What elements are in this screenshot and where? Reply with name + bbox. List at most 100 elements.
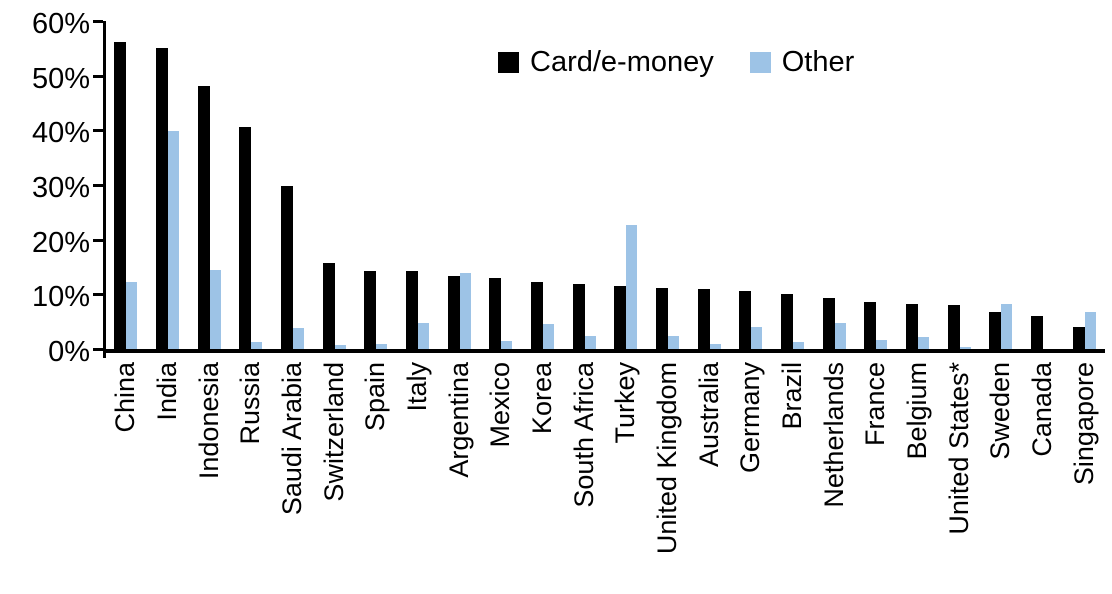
x-tick-label: Korea — [526, 362, 557, 435]
x-tick-label: Singapore — [1068, 362, 1099, 486]
legend-swatch-card-emoney — [498, 52, 519, 73]
bar-other — [251, 342, 263, 349]
bar-other — [376, 343, 388, 349]
bar-other — [501, 341, 513, 349]
y-tick-mark — [93, 20, 103, 23]
bar-card-emoney — [156, 48, 168, 349]
bar-card-emoney — [656, 287, 668, 349]
bar-card-emoney — [947, 305, 960, 349]
y-tick-mark — [93, 293, 103, 297]
bar-card-emoney — [697, 289, 710, 349]
bar-card-emoney — [406, 271, 418, 349]
bar-other — [459, 273, 471, 349]
y-tick-mark — [93, 238, 103, 242]
y-tick-label: 20% — [31, 226, 90, 259]
bar-card-emoney — [906, 304, 918, 349]
bar-card-emoney — [781, 294, 793, 349]
x-tick-label-cell: Canada — [1022, 362, 1064, 594]
x-tick-label: Belgium — [901, 362, 932, 460]
bar-other — [1001, 303, 1013, 349]
legend-label-other: Other — [781, 46, 855, 78]
bar-other — [709, 343, 721, 349]
y-tick-label: 30% — [31, 172, 90, 204]
x-tick-label-cell: United States* — [938, 362, 980, 594]
bar-other — [168, 131, 179, 349]
y-tick-label: 50% — [31, 62, 90, 95]
bar-other — [293, 327, 304, 349]
x-tick-label-cell: Indonesia — [188, 362, 230, 594]
x-tick-label-cell: Mexico — [480, 362, 522, 594]
x-tick-label: Sweden — [985, 362, 1016, 460]
bar-other — [918, 336, 929, 349]
bar-card-emoney — [322, 263, 335, 349]
x-tick-label-cell: Netherlands — [813, 362, 855, 594]
x-tick-label-cell: Belgium — [897, 362, 939, 594]
x-tick-label-cell: Russia — [230, 362, 272, 594]
bar-card-emoney — [531, 281, 543, 349]
bar-card-emoney — [197, 85, 210, 349]
x-tick-label: United Kingdom — [651, 362, 682, 555]
bar-other — [418, 323, 429, 349]
bar-other — [543, 323, 554, 349]
y-tick-mark — [93, 129, 103, 133]
bar-other — [668, 335, 679, 349]
x-tick-label: Netherlands — [818, 362, 849, 508]
x-tick-label: France — [860, 362, 891, 447]
x-tick-label: Indonesia — [193, 362, 224, 480]
bar-card-emoney — [822, 298, 835, 349]
y-tick-mark — [93, 74, 103, 78]
x-tick-label: Argentina — [443, 362, 474, 478]
bar-card-emoney — [1072, 327, 1085, 349]
y-tick-label: 0% — [48, 336, 90, 368]
y-tick-mark — [93, 184, 103, 187]
x-tick-label: South Africa — [568, 362, 599, 508]
bar-other — [209, 269, 221, 349]
bar-card-emoney — [572, 284, 585, 349]
bar-card-emoney — [864, 301, 877, 349]
x-tick-label-cell: Argentina — [438, 362, 480, 594]
x-tick-label: Germany — [735, 362, 766, 474]
x-tick-label: Turkey — [610, 362, 641, 444]
bar-other — [793, 341, 804, 349]
x-tick-label-cell: Saudi Arabia — [272, 362, 314, 594]
bar-other — [334, 344, 346, 349]
bar-other — [876, 340, 888, 349]
x-tick-label: Russia — [235, 362, 266, 445]
legend-label-card-emoney: Card/e-money — [530, 46, 714, 78]
y-axis-line — [103, 21, 106, 358]
x-tick-label-cell: China — [105, 362, 147, 594]
y-tick-mark — [93, 348, 103, 351]
x-tick-label: China — [110, 362, 141, 433]
bar-card-emoney — [989, 312, 1002, 349]
x-tick-label-cell: Sweden — [980, 362, 1022, 594]
y-tick-label: 10% — [31, 281, 90, 314]
legend-item-other: Other — [749, 46, 855, 79]
legend-swatch-other — [749, 52, 771, 73]
bar-other — [959, 347, 971, 349]
x-tick-label-cell: Turkey — [605, 362, 647, 594]
x-tick-label: Saudi Arabia — [276, 362, 307, 516]
bar-card-emoney — [614, 285, 627, 349]
legend: Card/e-money Other — [498, 46, 854, 79]
x-tick-label-cell: South Africa — [563, 362, 605, 594]
x-tick-label: India — [151, 362, 182, 421]
x-tick-label: Mexico — [485, 362, 516, 448]
x-tick-label-cell: Singapore — [1063, 362, 1105, 594]
bar-card-emoney — [447, 275, 460, 349]
bar-card-emoney — [281, 185, 293, 349]
x-tick-label: Italy — [401, 362, 432, 412]
bar-card-emoney — [364, 270, 377, 349]
x-tick-label-cell: France — [855, 362, 897, 594]
bar-other — [126, 281, 138, 349]
x-tick-label-cell: Korea — [522, 362, 564, 594]
x-tick-label: Spain — [360, 362, 391, 432]
x-axis-line — [103, 349, 1105, 353]
bar-card-emoney — [1031, 315, 1043, 349]
bar-other — [1084, 311, 1096, 349]
x-tick-label-cell: Brazil — [772, 362, 814, 594]
x-tick-label: Australia — [693, 362, 724, 468]
x-tick-label-cell: India — [147, 362, 189, 594]
x-tick-label-cell: Australia — [688, 362, 730, 594]
bar-card-emoney — [489, 277, 502, 349]
